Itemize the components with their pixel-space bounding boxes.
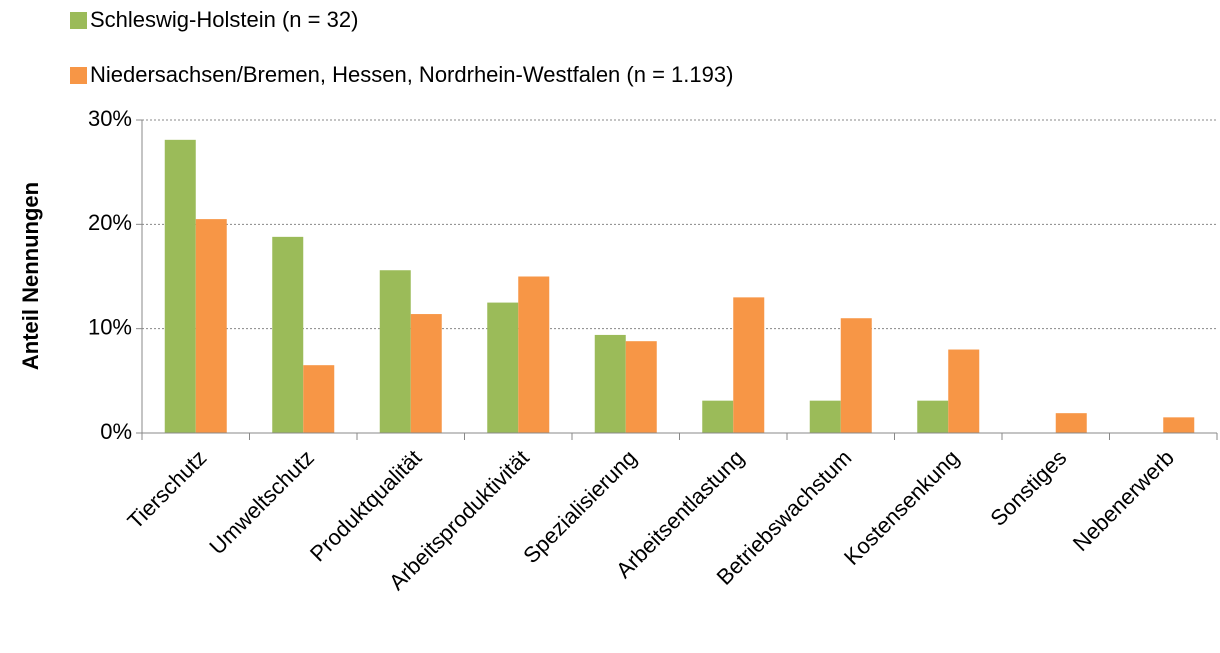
- bar: [948, 349, 980, 433]
- bar: [594, 334, 626, 433]
- x-tick-label: Produktqualität: [305, 445, 426, 566]
- y-axis-label: Anteil Nennungen: [18, 182, 43, 370]
- legend-swatch: [70, 67, 87, 84]
- bar: [917, 400, 949, 433]
- y-tick-label: 0%: [100, 419, 132, 444]
- bar: [487, 302, 519, 433]
- legend-label: Schleswig-Holstein (n = 32): [90, 7, 358, 32]
- bar: [303, 365, 335, 433]
- bar: [733, 297, 765, 433]
- legend-swatch: [70, 12, 87, 29]
- bar: [410, 314, 442, 433]
- bar: [840, 318, 872, 433]
- bar: [272, 236, 304, 433]
- bar: [1163, 417, 1195, 433]
- bar: [1055, 413, 1087, 433]
- y-tick-label: 20%: [88, 210, 132, 235]
- x-tick-label: Sonstiges: [985, 445, 1071, 531]
- bar: [379, 270, 411, 433]
- y-tick-label: 30%: [88, 106, 132, 131]
- x-tick-label: Tierschutz: [123, 445, 212, 534]
- bar: [164, 139, 196, 433]
- bar: [809, 400, 841, 433]
- bar: [518, 276, 550, 433]
- bar: [625, 341, 657, 433]
- x-tick-label: Kostensenkung: [839, 445, 964, 570]
- y-tick-label: 10%: [88, 314, 132, 339]
- x-tick-label: Nebenerwerb: [1068, 445, 1179, 556]
- bar: [195, 219, 227, 433]
- x-tick-label: Umweltschutz: [204, 445, 318, 559]
- x-tick-label: Spezialisierung: [518, 445, 641, 568]
- legend-label: Niedersachsen/Bremen, Hessen, Nordrhein-…: [90, 62, 733, 87]
- bar: [702, 400, 734, 433]
